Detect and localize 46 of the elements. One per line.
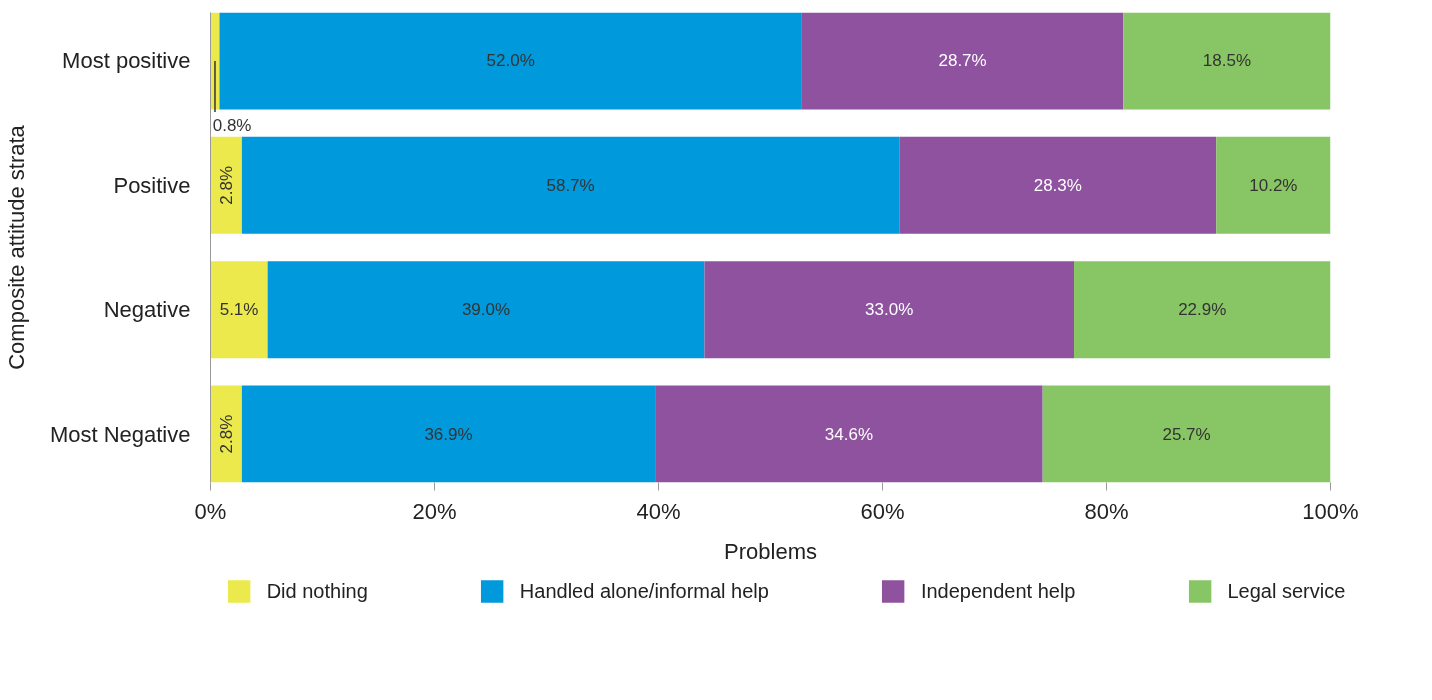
legend-label: Did nothing bbox=[266, 579, 368, 603]
text: 2.8% bbox=[216, 165, 236, 205]
text: 2.8% bbox=[216, 414, 236, 454]
bar bbox=[241, 136, 900, 234]
x-tick-label: 40% bbox=[636, 498, 681, 524]
legend-label: Legal service bbox=[1227, 579, 1346, 603]
text: 34.6% bbox=[824, 424, 873, 444]
text: 5.1% bbox=[219, 300, 259, 320]
y-tick-label: Most Negative bbox=[49, 421, 191, 447]
x-tick-label: 20% bbox=[412, 498, 457, 524]
x-axis-title: Problems bbox=[724, 538, 817, 564]
bar bbox=[1042, 385, 1331, 483]
bar bbox=[655, 385, 1043, 483]
text: 52.0% bbox=[486, 51, 535, 71]
bar bbox=[241, 385, 656, 483]
text: 22.9% bbox=[1178, 300, 1227, 320]
bar bbox=[899, 136, 1217, 234]
text: 25.7% bbox=[1162, 424, 1211, 444]
bar bbox=[219, 12, 802, 110]
text: 33.0% bbox=[865, 300, 914, 320]
y-tick-label: Positive bbox=[113, 172, 191, 198]
bar bbox=[801, 12, 1124, 110]
bar bbox=[210, 136, 242, 234]
text: 0.8% bbox=[212, 115, 252, 135]
bar bbox=[1216, 136, 1331, 234]
text: 39.0% bbox=[461, 300, 511, 320]
bar bbox=[210, 261, 268, 359]
legend-label: Independent help bbox=[920, 579, 1076, 603]
text: 58.7% bbox=[546, 175, 595, 195]
y-tick-label: Most positive bbox=[62, 48, 191, 74]
x-tick-label: 100% bbox=[1302, 498, 1359, 524]
y-tick-label: Negative bbox=[103, 297, 191, 323]
bar bbox=[267, 261, 705, 359]
text: 36.9% bbox=[424, 424, 473, 444]
x-tick-label: 60% bbox=[860, 498, 905, 524]
y-axis-title: Composite attitude strata bbox=[3, 124, 29, 370]
text: 18.5% bbox=[1202, 51, 1251, 71]
text: 10.2% bbox=[1249, 175, 1298, 195]
bar bbox=[1123, 12, 1331, 110]
text: 28.7% bbox=[938, 51, 987, 71]
legend-label: Handled alone/informal help bbox=[519, 579, 769, 603]
bar bbox=[704, 261, 1075, 359]
x-tick-label: 0% bbox=[194, 498, 227, 524]
bar bbox=[1074, 261, 1331, 359]
text: 28.3% bbox=[1033, 175, 1082, 195]
x-tick-label: 80% bbox=[1084, 498, 1129, 524]
